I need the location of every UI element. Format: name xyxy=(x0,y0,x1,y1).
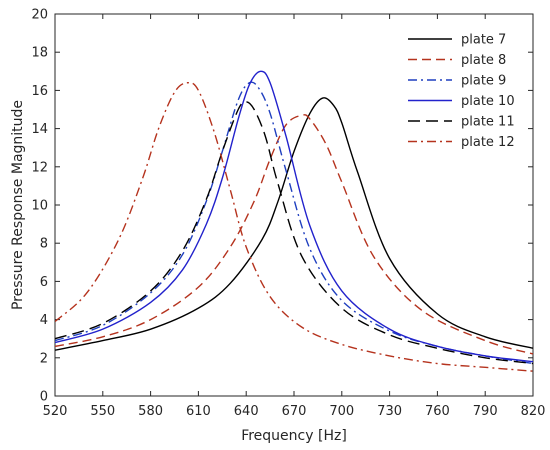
series-line-plate-8 xyxy=(55,114,533,355)
legend-label: plate 8 xyxy=(461,53,506,68)
y-tick-label: 4 xyxy=(40,313,48,328)
series-layer xyxy=(55,70,533,372)
y-tick-label: 16 xyxy=(31,84,48,99)
y-tick-label: 20 xyxy=(31,8,48,23)
x-tick-label: 580 xyxy=(138,404,163,419)
y-axis-label: Pressure Response Magnitude xyxy=(10,100,26,310)
plot-area xyxy=(54,13,534,397)
series-line-plate-11 xyxy=(55,101,533,365)
x-tick-label: 520 xyxy=(43,404,68,419)
series-line-plate-10 xyxy=(55,70,533,363)
legend-label: plate 7 xyxy=(461,33,506,48)
x-tick-label: 610 xyxy=(186,404,211,419)
x-tick-label: 640 xyxy=(234,404,259,419)
legend: plate 7 plate 8 plate 9 plate 10 plate 11 pla… xyxy=(408,33,515,150)
x-axis-label: Frequency [Hz] xyxy=(241,428,347,444)
y-tick-label: 18 xyxy=(31,46,48,61)
x-tick-label: 670 xyxy=(282,404,307,419)
y-tick-label: 14 xyxy=(31,122,48,137)
x-tick-label: 760 xyxy=(425,404,450,419)
x-tick-label: 700 xyxy=(329,404,354,419)
y-tick-label: 8 xyxy=(40,237,48,252)
y-tick-label: 2 xyxy=(40,351,48,366)
series-line-plate-9 xyxy=(55,81,533,365)
y-tick-label: 12 xyxy=(31,160,48,175)
axis-ticks xyxy=(54,13,534,397)
series-line-plate-7 xyxy=(55,97,533,351)
x-tick-label: 550 xyxy=(90,404,115,419)
series-line-plate-12 xyxy=(55,81,533,372)
legend-label: plate 12 xyxy=(461,135,515,150)
y-tick-label: 10 xyxy=(31,199,48,214)
legend-label: plate 11 xyxy=(461,115,515,130)
y-tick-label: 6 xyxy=(40,275,48,290)
x-tick-label: 790 xyxy=(473,404,498,419)
axis-tick-labels: 520 550 580 610 640 670 700 730 760 790 820 0 2 4 6 8 10… xyxy=(31,8,545,420)
y-tick-label: 0 xyxy=(40,390,48,405)
legend-label: plate 9 xyxy=(461,74,506,89)
legend-label: plate 10 xyxy=(461,94,515,109)
x-tick-label: 820 xyxy=(521,404,546,419)
x-tick-label: 730 xyxy=(377,404,402,419)
